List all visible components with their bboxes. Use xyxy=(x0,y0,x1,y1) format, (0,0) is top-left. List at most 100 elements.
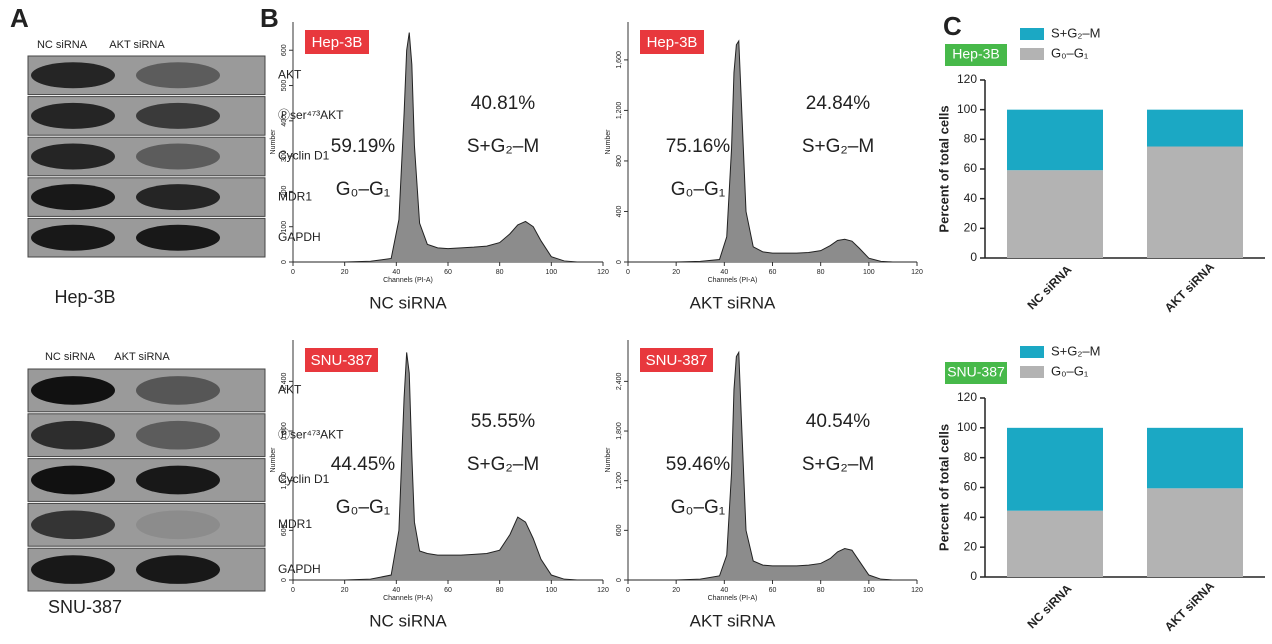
y-tick-label: 1,200 xyxy=(616,102,623,120)
bar-segment xyxy=(1007,428,1103,511)
blot-band xyxy=(136,144,220,170)
y-axis-label: Number xyxy=(270,447,277,473)
caption: AKT siRNA xyxy=(690,293,776,312)
y-tick-label: 1,200 xyxy=(281,472,288,490)
annotation: S+G₂–M xyxy=(467,454,539,475)
panel-label: C xyxy=(943,11,962,41)
caption: NC siRNA xyxy=(369,293,447,312)
blot-band xyxy=(31,184,115,210)
y-tick-label: 40 xyxy=(964,191,978,205)
x-tick-label: 80 xyxy=(817,587,825,594)
y-tick-label: 500 xyxy=(281,80,288,92)
annotation: G₀–G₁ xyxy=(671,179,725,200)
blot-band xyxy=(31,510,115,539)
x-tick-label: 0 xyxy=(626,269,630,276)
legend-label: G₀–G₁ xyxy=(1051,363,1089,378)
x-tick-label: 20 xyxy=(672,269,680,276)
blot-band xyxy=(31,421,115,450)
x-tick-label: 60 xyxy=(444,269,452,276)
protein-label: GAPDH xyxy=(278,562,321,576)
caption: AKT siRNA xyxy=(690,611,776,630)
y-tick-label: 60 xyxy=(964,480,978,494)
y-tick-label: 1,800 xyxy=(281,422,288,440)
y-tick-label: 0 xyxy=(970,569,977,583)
y-tick-label: 100 xyxy=(957,102,977,116)
blot-band xyxy=(31,103,115,129)
legend-label: S+G₂–M xyxy=(1051,343,1100,358)
cell-line-badge-text: Hep-3B xyxy=(312,34,363,51)
y-tick-label: 40 xyxy=(964,510,978,524)
x-tick-label: 40 xyxy=(392,269,400,276)
lane-label: NC siRNA xyxy=(37,39,88,51)
lane-label: AKT siRNA xyxy=(114,351,170,363)
protein-label: Ⓟser⁴⁷³AKT xyxy=(278,108,344,122)
figure: A B C NC siRNAAKT siRNAAKTⓅser⁴⁷³AKTCycl… xyxy=(0,0,1272,644)
panel-label: B xyxy=(260,3,279,33)
annotation: 55.55% xyxy=(471,411,536,432)
lane-label: AKT siRNA xyxy=(109,39,165,51)
blot-band xyxy=(31,555,115,584)
annotation: G₀–G₁ xyxy=(336,179,390,200)
y-tick-label: 2,400 xyxy=(616,373,623,391)
x-axis-label: Channels (PI-A) xyxy=(383,277,433,284)
blot-band xyxy=(31,466,115,495)
bar-segment xyxy=(1147,428,1243,488)
blot-band xyxy=(31,225,115,251)
x-tick-label: 0 xyxy=(626,587,630,594)
y-tick-label: 0 xyxy=(970,250,977,264)
x-tick-label: 40 xyxy=(720,587,728,594)
x-tick-label: AKT siRNA xyxy=(1162,260,1217,315)
y-tick-label: 0 xyxy=(616,578,623,582)
legend-swatch xyxy=(1020,28,1044,40)
blot-band xyxy=(136,421,220,450)
lane-label: NC siRNA xyxy=(45,351,96,363)
x-tick-label: 20 xyxy=(341,269,349,276)
cell-line-label: SNU-387 xyxy=(48,597,122,617)
y-axis-label: Percent of total cells xyxy=(936,105,951,232)
y-tick-label: 100 xyxy=(957,420,977,434)
annotation: 75.16% xyxy=(666,136,731,157)
x-tick-label: 120 xyxy=(597,269,609,276)
x-tick-label: 100 xyxy=(545,587,557,594)
y-tick-label: 1,800 xyxy=(616,422,623,440)
annotation: 59.19% xyxy=(331,136,396,157)
annotation: 24.84% xyxy=(806,93,871,114)
bar-segment xyxy=(1007,511,1103,577)
bar-segment xyxy=(1147,110,1243,147)
x-tick-label: 80 xyxy=(496,587,504,594)
legend-label: G₀–G₁ xyxy=(1051,45,1089,60)
y-axis-label: Number xyxy=(270,129,277,155)
y-tick-label: 1,600 xyxy=(616,51,623,69)
y-axis-label: Number xyxy=(605,447,612,473)
y-tick-label: 0 xyxy=(281,260,288,264)
x-tick-label: 20 xyxy=(341,587,349,594)
y-tick-label: 400 xyxy=(281,115,288,127)
y-tick-label: 100 xyxy=(281,221,288,233)
annotation: S+G₂–M xyxy=(802,136,874,157)
blot-band xyxy=(136,555,220,584)
x-tick-label: 100 xyxy=(863,269,875,276)
bar-segment xyxy=(1147,488,1243,577)
protein-label: Ⓟser⁴⁷³AKT xyxy=(278,427,344,441)
x-tick-label: 100 xyxy=(863,587,875,594)
x-tick-label: 40 xyxy=(392,587,400,594)
cell-line-badge-text: SNU-387 xyxy=(947,364,1005,380)
bar-segment xyxy=(1007,110,1103,171)
cell-line-label: Hep-3B xyxy=(54,287,115,307)
y-tick-label: 2,400 xyxy=(281,373,288,391)
annotation: 40.81% xyxy=(471,93,536,114)
blot-band xyxy=(31,376,115,405)
blot-band xyxy=(31,144,115,170)
y-tick-label: 600 xyxy=(616,524,623,536)
panel-label: A xyxy=(10,3,29,33)
protein-label: AKT xyxy=(278,67,302,81)
blot-band xyxy=(136,376,220,405)
x-tick-label: NC siRNA xyxy=(1024,262,1074,312)
x-tick-label: 80 xyxy=(817,269,825,276)
legend-label: S+G₂–M xyxy=(1051,25,1100,40)
blot-band xyxy=(136,225,220,251)
annotation: 40.54% xyxy=(806,411,871,432)
x-tick-label: 20 xyxy=(672,587,680,594)
legend-swatch xyxy=(1020,366,1044,378)
annotation: S+G₂–M xyxy=(802,454,874,475)
